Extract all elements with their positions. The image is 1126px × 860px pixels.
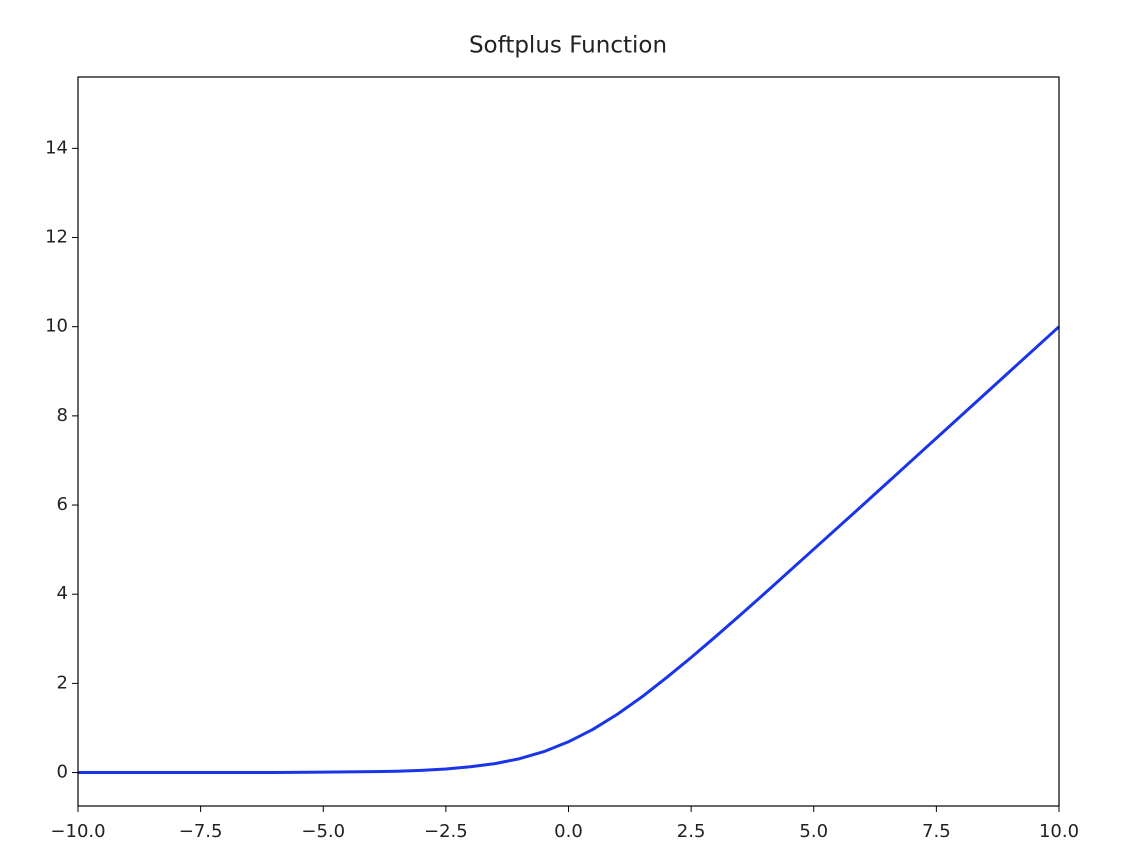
x-tick-label: 2.5 xyxy=(677,821,706,842)
chart-title: Softplus Function xyxy=(469,33,667,59)
y-tick-label: 12 xyxy=(45,227,68,248)
y-tick-label: 8 xyxy=(57,405,68,426)
y-tick-label: 0 xyxy=(57,762,68,783)
y-tick-label: 14 xyxy=(45,137,68,158)
y-tick-label: 10 xyxy=(45,316,68,337)
x-tick-label: −5.0 xyxy=(301,821,345,842)
line xyxy=(78,325,1061,775)
y-tick-label: 2 xyxy=(57,672,68,693)
x-tick-label: 10.0 xyxy=(1039,821,1079,842)
x-tick-label: 0.0 xyxy=(554,821,583,842)
x-tick-label: −10.0 xyxy=(50,821,105,842)
x-tick-label: −7.5 xyxy=(179,821,223,842)
y-tick-label: 4 xyxy=(57,583,68,604)
x-tick-label: −2.5 xyxy=(424,821,468,842)
x-tick-label: 5.0 xyxy=(799,821,828,842)
x-tick-label: 7.5 xyxy=(922,821,951,842)
plot-frame xyxy=(77,76,1060,807)
y-tick-label: 6 xyxy=(57,494,68,515)
